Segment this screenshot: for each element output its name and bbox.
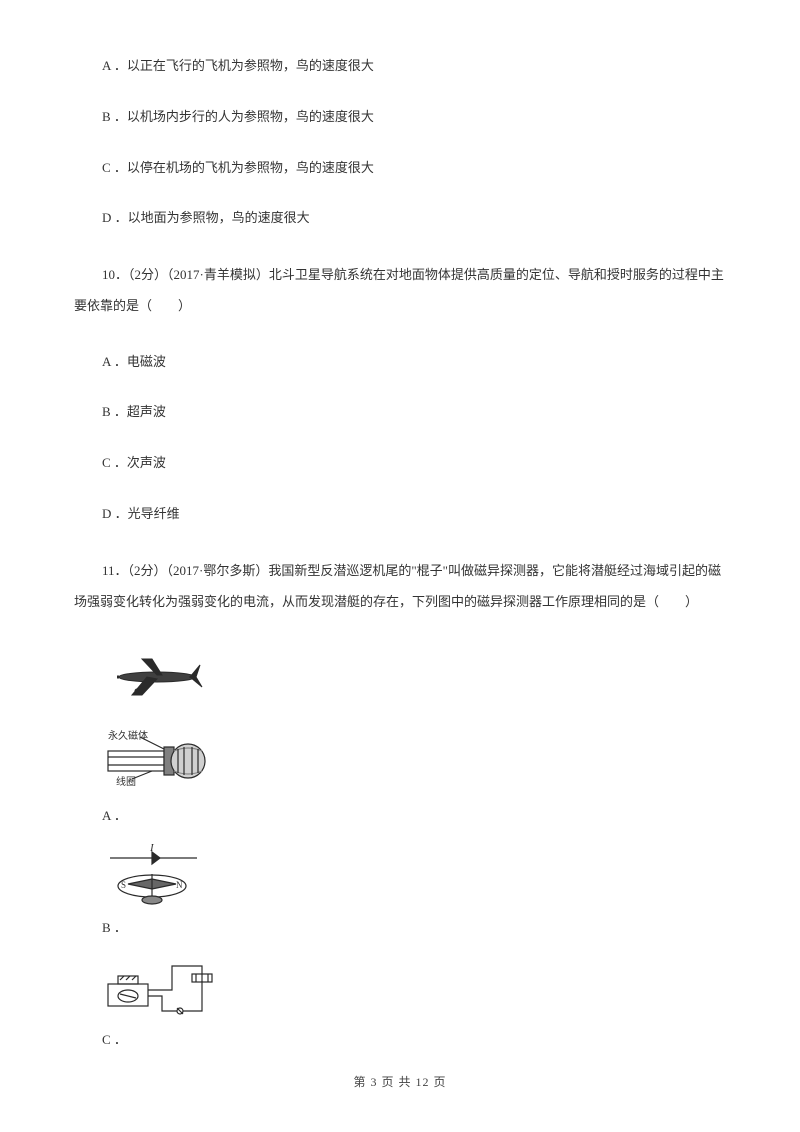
q10-option-d: D ．光导纤维 xyxy=(74,504,726,525)
q11-option-c-figure: C ． xyxy=(102,956,726,1048)
svg-text:S: S xyxy=(121,880,126,890)
q9-option-d: D ．以地面为参照物，鸟的速度很大 xyxy=(74,208,726,229)
motor-circuit-icon xyxy=(102,956,232,1021)
q11-option-c-label: C ． xyxy=(102,1029,127,1048)
q10-option-a: A ．电磁波 xyxy=(74,352,726,373)
page-content: A ．以正在飞行的飞机为参照物，鸟的速度很大 B ．以机场内步行的人为参照物，鸟… xyxy=(0,0,800,1048)
q11-option-b-figure: I S N B ． xyxy=(102,844,726,936)
oersted-experiment-icon: I S N xyxy=(102,844,207,909)
q10-option-c: C ．次声波 xyxy=(74,453,726,474)
microphone-diagram-icon: 永久磁体 线圈 xyxy=(102,727,222,797)
q9-option-a: A ．以正在飞行的飞机为参照物，鸟的速度很大 xyxy=(74,56,726,77)
q10-option-b: B ．超声波 xyxy=(74,402,726,423)
q9-option-c: C ．以停在机场的飞机为参照物，鸟的速度很大 xyxy=(74,158,726,179)
page-footer: 第 3 页 共 12 页 xyxy=(0,1073,800,1090)
q11-option-a-figure: 永久磁体 线圈 A ． xyxy=(102,727,726,824)
q11-plane-figure xyxy=(102,647,726,707)
coil-label: 线圈 xyxy=(116,775,136,788)
airplane-icon xyxy=(102,647,212,707)
svg-text:I: I xyxy=(149,844,155,854)
magnet-label: 永久磁体 xyxy=(108,729,148,742)
q11-option-b-label: B ． xyxy=(102,917,127,936)
q11-option-a-label: A ． xyxy=(102,805,127,824)
q9-option-b: B ．以机场内步行的人为参照物，鸟的速度很大 xyxy=(74,107,726,128)
q10-stem: 10．（2分）（2017·青羊模拟）北斗卫星导航系统在对地面物体提供高质量的定位… xyxy=(74,259,726,321)
q11-stem: 11．（2分）（2017·鄂尔多斯）我国新型反潜巡逻机尾的"棍子"叫做磁异探测器… xyxy=(74,555,726,617)
svg-text:N: N xyxy=(176,880,183,890)
